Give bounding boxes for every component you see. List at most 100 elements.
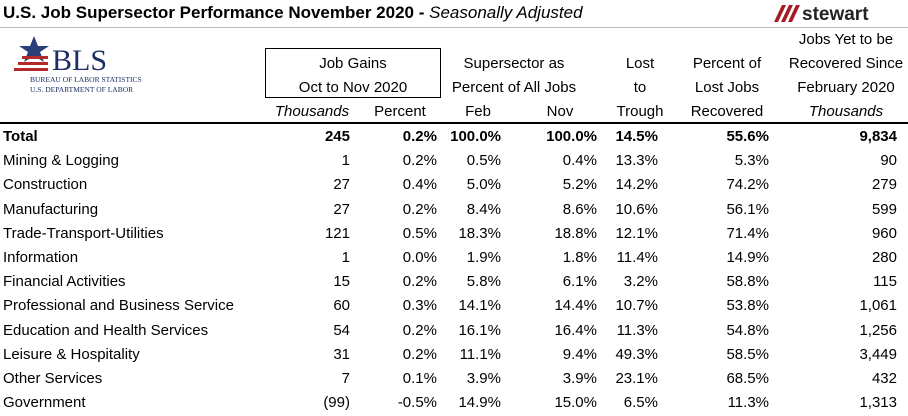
job-gains-box [265,48,441,98]
header-text: to [633,79,647,96]
header-text: Lost Jobs [694,79,760,96]
cell: 31 [333,345,350,363]
cell: 11.3% [616,321,658,339]
cell: 7 [341,370,350,387]
header-text: February 2020 [797,79,895,96]
column-header: Thousands [274,103,350,120]
row-label: Professional and Business Service [3,297,234,315]
cell: 100.0% [546,128,597,145]
cell: 1.8% [562,249,597,266]
cell: 0.5% [402,224,437,242]
cell: 6.1% [562,273,597,291]
cell: 3.9% [466,370,501,387]
cell: 0.1% [402,370,437,387]
cell: 0.5% [466,152,501,170]
cell: 3,449 [859,345,897,363]
cell: 56.1% [726,200,769,218]
cell: 432 [871,370,897,387]
bls-line1: BUREAU OF LABOR STATISTICS [30,75,142,84]
cell: 14.4% [554,297,597,315]
cell: 14.9% [458,394,501,412]
cell: 58.8% [726,273,769,291]
cell: 14.2% [615,176,658,194]
row-label: Leisure & Hospitality [3,345,140,363]
header-text: Jobs Yet to be [798,31,894,48]
title-rule [0,27,908,28]
cell: 245 [324,128,350,145]
header-text: Job Gains [319,55,387,72]
cell: -0.5% [397,394,437,412]
cell: 54 [333,321,350,339]
cell: 16.4% [554,321,597,339]
cell: 0.2% [402,200,437,218]
cell: 0.0% [402,249,437,266]
column-header: Thousands [808,103,884,120]
row-label: Government [3,394,86,412]
logo-text: stewart [802,4,869,25]
header-rule [0,122,908,124]
cell: 0.4% [562,152,597,170]
cell: 53.8% [726,297,769,315]
cell: 71.4% [726,224,769,242]
cell: 0.2% [402,345,437,363]
cell: 0.4% [402,176,437,194]
header-text: Recovered [690,103,764,120]
cell: 54.8% [726,321,769,339]
cell: 18.3% [458,224,501,242]
stewart-logo: stewart [774,4,869,25]
cell: 121 [324,224,350,242]
bls-line2: U.S. DEPARTMENT OF LABOR [30,85,133,94]
cell: 18.8% [554,224,597,242]
cell: (99) [323,394,350,412]
bls-logo: BLS BUREAU OF LABOR STATISTICS U.S. DEPA… [14,36,142,94]
title-block: U.S. Job Supersector Performance Novembe… [3,4,583,22]
bls-name: BLS [52,44,107,77]
cell: 15 [333,273,350,291]
cell: 279 [871,176,897,194]
cell: 10.6% [615,200,658,218]
cell: 74.2% [726,176,769,194]
title-suffix: Seasonally Adjusted [429,3,583,22]
title: U.S. Job Supersector Performance Novembe… [3,3,425,22]
cell: 0.2% [402,321,437,339]
header-text: Lost [625,55,655,72]
header-text: Trough [616,103,664,120]
cell: 960 [871,224,897,242]
row-label: Manufacturing [3,200,99,218]
cell: 599 [871,200,897,218]
cell: 8.4% [466,200,501,218]
cell: 6.5% [623,394,658,412]
column-header: Nov [546,103,574,120]
cell: 1,313 [859,394,897,412]
cell: 0.2% [402,128,437,145]
cell: 1 [341,249,350,266]
header-text: Percent of [692,55,762,72]
row-label: Information [3,249,79,266]
cell: 9,834 [859,128,897,145]
header-text: Supersector as [463,55,565,72]
cell: 13.3% [615,152,658,170]
cell: 0.2% [402,273,437,291]
row-label: Total [3,128,38,145]
cell: 27 [333,176,350,194]
row-label: Mining & Logging [3,152,119,170]
header-text: Percent of All Jobs [451,79,577,96]
cell: 11.1% [459,345,501,363]
cell: 12.1% [615,224,658,242]
row-label: Trade-Transport-Utilities [3,224,164,242]
row-label: Education and Health Services [3,321,209,339]
cell: 280 [871,249,897,266]
cell: 100.0% [450,128,501,145]
cell: 3.2% [623,273,658,291]
cell: 0.2% [402,152,437,170]
cell: 5.2% [562,176,597,194]
cell: 14.5% [615,128,658,145]
cell: 14.1% [458,297,501,315]
cell: 49.3% [615,345,658,363]
row-label: Financial Activities [3,273,126,291]
cell: 5.3% [734,152,769,170]
cell: 16.1% [458,321,501,339]
cell: 1 [341,152,350,170]
cell: 10.7% [615,297,658,315]
